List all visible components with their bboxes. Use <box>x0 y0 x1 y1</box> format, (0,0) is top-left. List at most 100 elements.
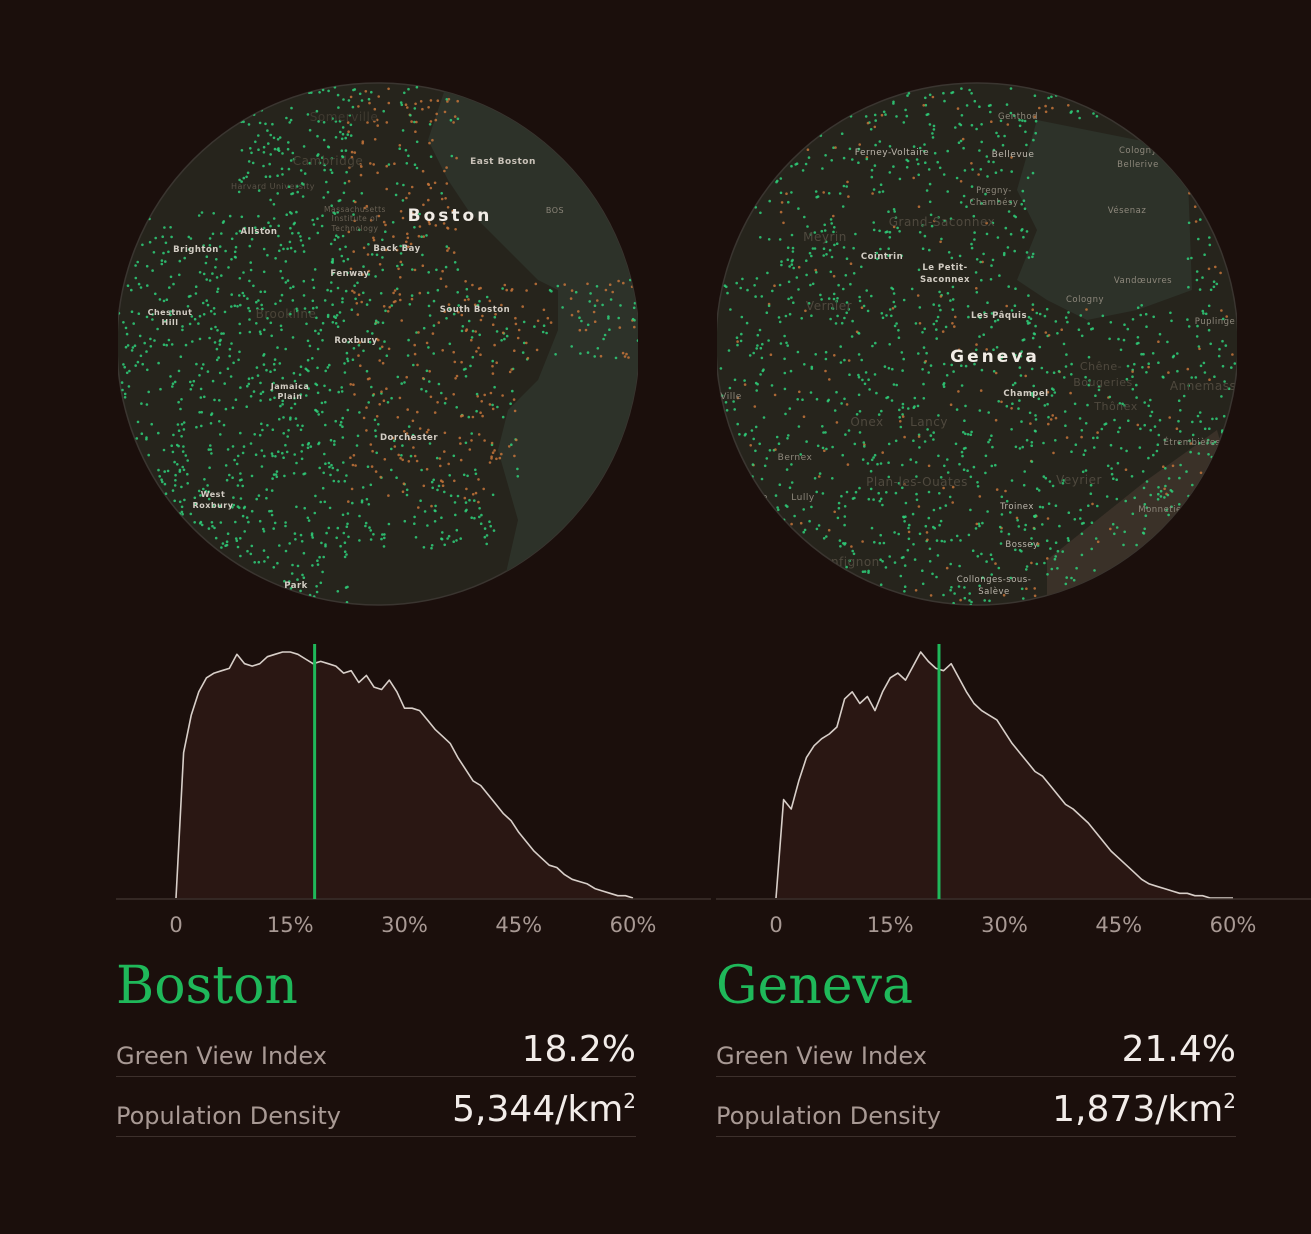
map-label: Massachusetts <box>324 205 386 214</box>
map-label: South Boston <box>440 305 510 315</box>
x-tick-label: 60% <box>1210 913 1257 937</box>
map-label: Collonges-sous- <box>957 575 1032 585</box>
green-view-row: Green View Index 21.4% <box>716 1017 1236 1077</box>
density-label: Population Density <box>716 1102 941 1130</box>
map-label: Lancy <box>910 415 948 429</box>
map-label: Roxbury <box>334 336 377 346</box>
map-label: Grand-Saconnex <box>889 215 996 229</box>
density-exponent: 2 <box>1223 1089 1236 1113</box>
map-label: Back Bay <box>373 244 420 254</box>
map-label: Cointrin <box>861 252 903 262</box>
geneva-distribution-svg: 0 15% 30% 45% 60% <box>716 644 1311 937</box>
map-label: Chestnut <box>148 308 193 317</box>
map-label: Meyrin <box>803 230 847 244</box>
map-label: Bellerive <box>1117 160 1159 170</box>
map-label: Brookline <box>256 307 317 321</box>
geneva-map-svg: Genthod Ferney-Voltaire Bellevue Cologny Bel… <box>717 82 1237 606</box>
map-label: Monnetier <box>1138 505 1185 515</box>
city-title: Geneva <box>716 956 913 1016</box>
city-title: Boston <box>116 956 298 1016</box>
map-label: Le Petit- <box>922 263 967 273</box>
map-label: Ville <box>720 392 742 402</box>
map-label: Annemasse <box>1170 379 1237 393</box>
boston-map[interactable]: Somerville Cambridge East Boston Harvard Un… <box>118 80 638 608</box>
map-label: Institute of <box>332 214 379 223</box>
x-tick-label: 0 <box>169 913 182 937</box>
boston-panel: Somerville Cambridge East Boston Harvard Un… <box>0 0 711 1234</box>
map-label: Brighton <box>173 245 219 255</box>
map-label: Ferney-Voltaire <box>855 148 929 158</box>
map-label: Plain <box>278 392 303 401</box>
geneva-distribution-chart: 0 15% 30% 45% 60% <box>600 630 1311 950</box>
map-label: Confignon <box>814 555 880 569</box>
map-label: Allston <box>241 227 278 237</box>
density-number: 1,873/km <box>1052 1089 1224 1130</box>
green-view-value: 21.4% <box>1121 1029 1236 1070</box>
map-label: Champel <box>1003 389 1048 399</box>
boston-distribution-svg: 0 15% 30% 45% 60% <box>116 644 711 937</box>
map-label: BOS <box>546 206 564 215</box>
map-label: Roxbury <box>193 501 234 510</box>
map-label: Onex <box>850 415 883 429</box>
map-label: Bossey <box>1005 540 1038 550</box>
map-label: Plan-les-Ouates <box>866 475 968 489</box>
map-label: Geneva <box>950 347 1040 367</box>
green-view-label: Green View Index <box>116 1042 327 1070</box>
map-label: Boston <box>408 206 493 226</box>
map-label: Cambridge <box>293 154 363 168</box>
map-label: Thônex <box>1093 400 1137 413</box>
x-tick-label: 30% <box>981 913 1028 937</box>
map-label: West <box>201 490 226 499</box>
map-label: Étrembières <box>1164 436 1221 448</box>
x-tick-label: 15% <box>267 913 314 937</box>
map-label: Somerville <box>310 110 378 124</box>
map-label: Vésenaz <box>1108 205 1147 216</box>
distribution-curve <box>775 651 1233 899</box>
boston-distribution-chart: 0 15% 30% 45% 60% <box>0 630 711 950</box>
map-label: Bougeries <box>1073 376 1133 389</box>
map-label: Cologny <box>1066 295 1104 305</box>
map-label: Veyrier <box>1056 473 1102 487</box>
geneva-map[interactable]: Genthod Ferney-Voltaire Bellevue Cologny Bel… <box>717 80 1237 608</box>
map-label: Vernier <box>806 299 852 313</box>
map-label: Pregny- <box>976 186 1012 196</box>
map-label: Salève <box>978 586 1009 597</box>
harbor-water <box>428 83 638 605</box>
map-label: Troinex <box>999 502 1034 512</box>
map-label: Harvard University <box>231 182 315 191</box>
map-label: Les Pâquis <box>971 311 1027 321</box>
lake-water <box>1017 120 1192 320</box>
geneva-stats: Geneva Green View Index 21.4% Population… <box>716 955 1236 1137</box>
distribution-area <box>176 652 633 898</box>
map-label: Bernex <box>778 453 813 463</box>
map-label: Chêne- <box>1080 360 1122 373</box>
density-row: Population Density 5,344/km2 <box>116 1077 636 1137</box>
x-tick-label: 15% <box>867 913 914 937</box>
map-label: Vandœuvres <box>1114 276 1172 286</box>
boston-map-svg: Somerville Cambridge East Boston Harvard Un… <box>118 82 638 606</box>
map-label: Saconnex <box>920 275 970 285</box>
boston-stats: Boston Green View Index 18.2% Population… <box>116 955 636 1137</box>
map-label: Dorchester <box>380 433 438 443</box>
distribution-curve <box>175 651 634 899</box>
map-label: Genthod <box>998 112 1038 122</box>
density-label: Population Density <box>116 1102 341 1130</box>
map-label: Park <box>284 581 308 591</box>
density-exponent: 2 <box>623 1089 636 1113</box>
map-label: Puplinge <box>1195 317 1236 327</box>
map-label: Jamaica <box>270 382 310 391</box>
map-label: Technology <box>330 224 378 233</box>
x-tick-label: 30% <box>381 913 428 937</box>
geneva-panel: Genthod Ferney-Voltaire Bellevue Cologny Bel… <box>600 0 1311 1234</box>
density-value: 1,873/km2 <box>1052 1089 1236 1130</box>
map-label: Chambésy <box>970 197 1019 208</box>
map-label: Bellevue <box>992 150 1035 160</box>
green-view-value: 18.2% <box>521 1029 636 1070</box>
x-tick-label: 60% <box>610 913 657 937</box>
map-label: Lully <box>791 493 815 503</box>
distribution-area <box>776 652 1233 898</box>
map-label: Cologny <box>1119 146 1157 156</box>
density-number: 5,344/km <box>452 1089 624 1130</box>
density-row: Population Density 1,873/km2 <box>716 1077 1236 1137</box>
map-label: Fenway <box>330 269 369 279</box>
